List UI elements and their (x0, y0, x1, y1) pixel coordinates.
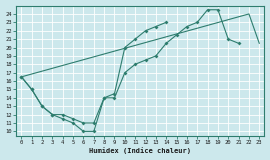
X-axis label: Humidex (Indice chaleur): Humidex (Indice chaleur) (89, 148, 191, 154)
